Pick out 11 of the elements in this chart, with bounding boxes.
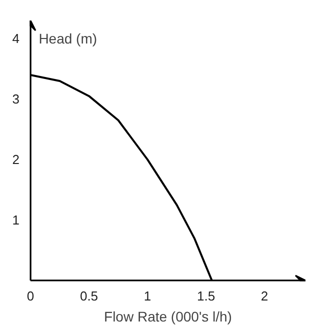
x-axis-title: Flow Rate (000's l/h) xyxy=(104,308,232,324)
x-tick-label: 0 xyxy=(26,288,34,304)
x-tick-label: 1.5 xyxy=(196,288,216,304)
y-tick-label: 1 xyxy=(12,212,20,228)
y-tick-label: 2 xyxy=(12,152,20,168)
y-tick-label: 4 xyxy=(12,31,20,46)
y-axis-title: Head (m) xyxy=(38,30,98,47)
y-tick-label: 3 xyxy=(12,92,20,107)
x-tick-label: 2 xyxy=(260,288,268,304)
x-tick-label: 0.5 xyxy=(80,288,98,304)
x-tick-label: 1 xyxy=(144,288,152,304)
